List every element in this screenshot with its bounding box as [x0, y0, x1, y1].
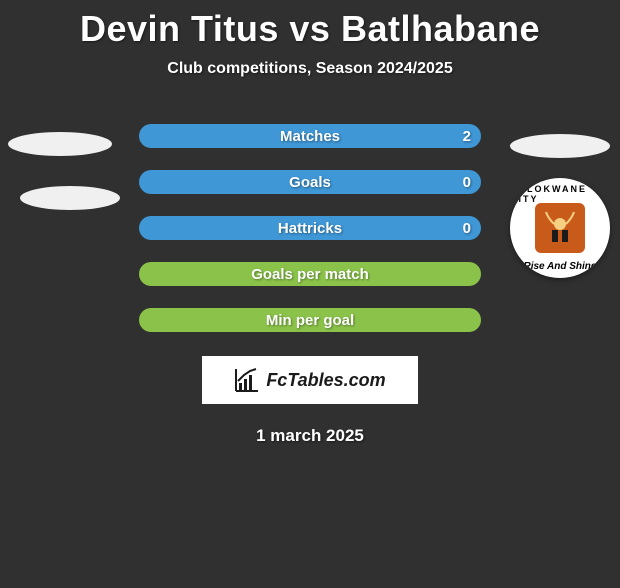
stat-row-goals: Goals 0 — [139, 170, 481, 194]
player2-logo-placeholder — [510, 134, 610, 158]
stat-row-matches: Matches 2 — [139, 124, 481, 148]
branding-box: FcTables.com — [202, 356, 418, 404]
page-title: Devin Titus vs Batlhabane — [0, 8, 620, 50]
club-badge: POLOKWANE CITY Rise And Shine — [510, 178, 610, 278]
player1-logo-placeholder-1 — [8, 132, 112, 156]
stat-right-value: 0 — [463, 220, 471, 237]
player1-logo-placeholder-2 — [20, 186, 120, 210]
player1-name: Devin Titus — [80, 8, 279, 49]
date-text: 1 march 2025 — [0, 426, 620, 446]
stat-row-goals-per-match: Goals per match — [139, 262, 481, 286]
stat-row-min-per-goal: Min per goal — [139, 308, 481, 332]
stat-right-value: 0 — [463, 174, 471, 191]
stat-label: Hattricks — [278, 220, 342, 237]
stat-row-hattricks: Hattricks 0 — [139, 216, 481, 240]
subtitle: Club competitions, Season 2024/2025 — [0, 60, 620, 78]
badge-center-icon — [535, 203, 585, 253]
player2-name: Batlhabane — [341, 8, 540, 49]
vs-text: vs — [289, 8, 330, 49]
branding-text: FcTables.com — [266, 370, 385, 391]
chart-icon — [234, 367, 260, 393]
stat-label: Min per goal — [266, 312, 354, 329]
badge-bottom-text: Rise And Shine — [524, 261, 597, 272]
stat-label: Matches — [280, 128, 340, 145]
stat-label: Goals per match — [251, 266, 369, 283]
badge-top-text: POLOKWANE CITY — [510, 184, 610, 204]
stat-right-value: 2 — [463, 128, 471, 145]
stat-label: Goals — [289, 174, 331, 191]
